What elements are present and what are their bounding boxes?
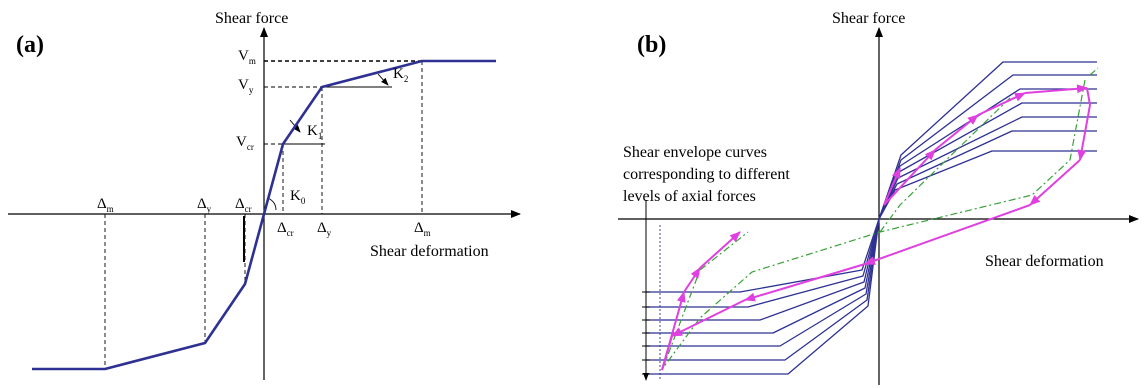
label-dcr-neg: Δcr: [235, 196, 252, 214]
panel-b-tag: (b): [637, 32, 666, 58]
envelope-curves-pos: [878, 61, 1097, 220]
label-vy: Vy: [238, 77, 254, 95]
axial-level-arrows: [642, 200, 650, 381]
panel-a-tag: (a): [16, 32, 44, 58]
label-dy-neg: Δy: [197, 196, 212, 214]
label-dcr-pos: Δcr: [277, 220, 294, 238]
note-line-1: Shear envelope curves: [623, 144, 767, 161]
note-line-3: levels of axial forces: [623, 188, 756, 205]
backbone-curve-a: [32, 59, 496, 371]
dotted-guides-b: [646, 225, 700, 380]
label-vcr: Vcr: [236, 134, 254, 152]
label-dm-pos: Δm: [414, 220, 431, 238]
label-k1: K1: [307, 123, 322, 141]
envelope-curves-neg: [646, 218, 880, 375]
stiffness-triangles-a: [267, 73, 392, 211]
x-axis-label-a: Shear deformation: [370, 243, 489, 260]
x-axis-label-b: Shear deformation: [985, 253, 1104, 270]
panel-a: (a) Shear force Shear deformation: [8, 10, 521, 380]
hysteresis-loop: [661, 84, 1091, 371]
panel-b: (b) Shear force Shear deformation: [618, 10, 1139, 385]
label-vm: Vm: [238, 48, 256, 66]
label-k0: K0: [290, 188, 306, 206]
note-line-2: corresponding to different: [623, 166, 790, 183]
label-dy-pos: Δy: [317, 220, 332, 238]
label-dm-neg: Δm: [97, 196, 114, 214]
y-axis-label-a: Shear force: [215, 10, 288, 27]
hysteresis-dashdot: [662, 67, 1099, 369]
label-k2: K2: [393, 66, 408, 84]
y-axis-label-b: Shear force: [832, 10, 905, 27]
